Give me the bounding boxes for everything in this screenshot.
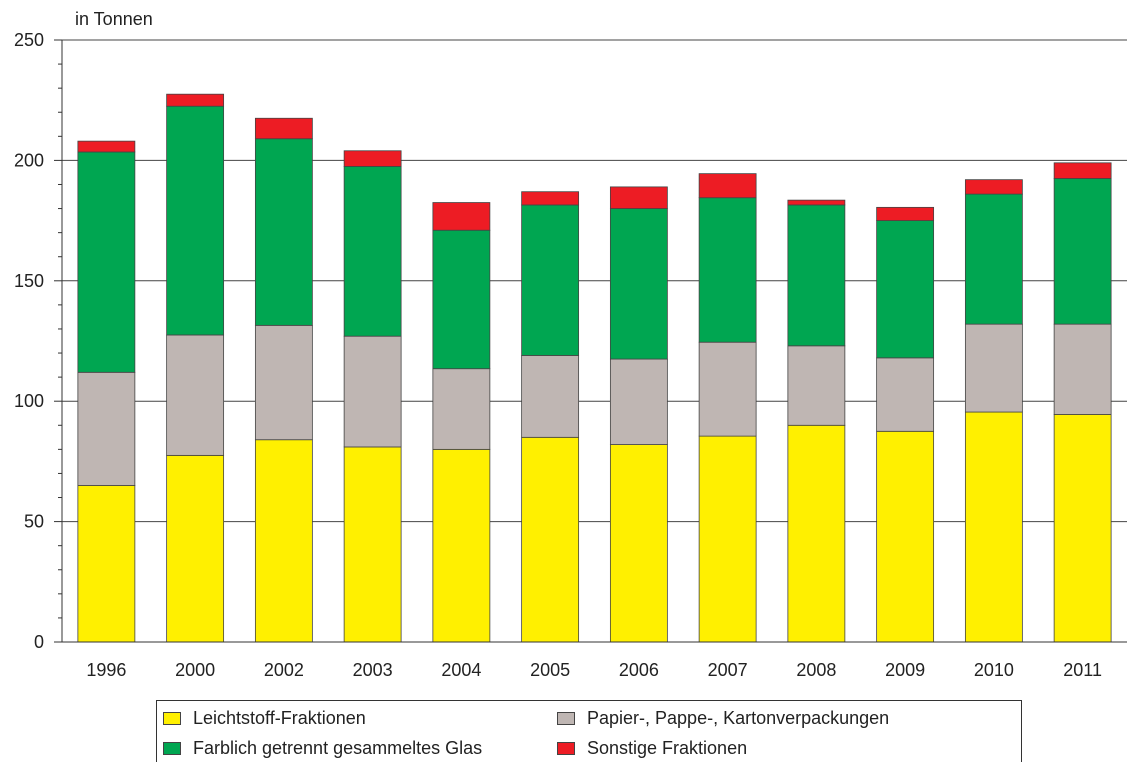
bar-segment [254,324,313,441]
legend-item-leichtstoff: Leichtstoff-Fraktionen [163,705,366,731]
legend-label-glas: Farblich getrennt gesammeltes Glas [193,737,483,758]
bar-segment [432,368,491,450]
bar-segment [964,411,1023,643]
bar-segment [609,208,668,360]
bar-segment [77,371,136,486]
x-tick-label: 2002 [264,660,304,680]
x-tick-label: 2011 [1063,660,1102,680]
gridlines [62,39,1127,523]
x-tick-label: 2000 [175,660,215,680]
bar-segment [432,229,491,370]
bar-segment [254,439,313,643]
legend-item-sonstige: Sonstige Fraktionen [557,735,747,761]
bar-segment [254,117,313,140]
bar-segment [432,448,491,643]
bar-segment [521,436,580,643]
bar-segment [876,220,935,359]
bar-segment [787,199,846,206]
x-tick-label: 2006 [619,660,659,680]
bar-segment [698,341,757,437]
minor-ticks [54,39,62,643]
y-tick-label: 50 [24,512,44,532]
legend-item-glas: Farblich getrennt gesammeltes Glas [163,735,482,761]
legend-swatch-leichtstoff [163,711,181,725]
x-tick-label: 1996 [86,660,126,680]
bar-segment [521,191,580,206]
stacked-bar-chart: in Tonnen 0 50 100 150 200 250 1996 2000 2002 20… [14,9,1127,680]
y-tick-label: 100 [14,391,44,411]
x-tick-label: 2005 [530,660,570,680]
bar-segment [876,357,935,432]
y-tick-label: 150 [14,271,44,291]
bar-segment [77,485,136,643]
bar-segment [343,150,402,167]
bar-segment [77,140,136,153]
y-tick-label: 200 [14,150,44,170]
legend-item-papier: Papier-, Pappe-, Kartonverpackungen [557,705,889,731]
bar-segment [254,138,313,326]
bar-segment [166,93,225,107]
bar-segment [698,435,757,643]
bar-segment [166,454,225,643]
x-tick-label: 2003 [353,660,393,680]
y-tick-labels: 0 50 100 150 200 250 [14,30,44,652]
bar-segment [521,204,580,356]
legend-swatch-sonstige [557,741,575,755]
bar-segment [432,202,491,231]
legend-label-leichtstoff: Leichtstoff-Fraktionen [193,707,366,728]
legend-label-papier: Papier-, Pappe-, Kartonverpackungen [587,707,890,728]
bar-segment [343,166,402,337]
bar-segment [698,197,757,343]
x-tick-labels: 1996 2000 2002 2003 2004 2005 2006 2007 2008 2009… [86,660,1102,680]
x-tick-label: 2008 [796,660,836,680]
bar-segment [1053,414,1112,643]
bar-segment [876,206,935,222]
bar-segment [609,186,668,209]
bar-segment [609,444,668,643]
bar-segment [964,193,1023,325]
bar-segment [964,179,1023,195]
x-tick-label: 2009 [885,660,925,680]
bar-segment [609,358,668,445]
y-tick-label: 250 [14,30,44,50]
bar-segment [1053,162,1112,179]
bar-segment [1053,178,1112,325]
legend: Leichtstoff-Fraktionen Papier-, Pappe-, … [156,700,1022,762]
bar-segment [77,151,136,373]
bar-segment [964,323,1023,413]
bar-segment [343,446,402,643]
bar-segment [166,105,225,336]
x-tick-label: 2010 [974,660,1014,680]
legend-swatch-glas [163,741,181,755]
y-axis-label: in Tonnen [75,9,153,29]
bar-segment [1053,323,1112,415]
bar-segment [787,204,846,347]
bar-segment [787,424,846,643]
legend-label-sonstige: Sonstige Fraktionen [587,737,748,758]
bar-segment [876,430,935,643]
bar-segment [787,345,846,426]
bar-segment [166,334,225,456]
y-tick-label: 0 [34,632,44,652]
legend-swatch-papier [557,711,575,725]
bar-segment [521,355,580,438]
bar-segment [343,335,402,448]
bar-segment [698,173,757,199]
bars [77,93,1112,643]
x-tick-label: 2004 [441,660,481,680]
x-tick-label: 2007 [708,660,748,680]
